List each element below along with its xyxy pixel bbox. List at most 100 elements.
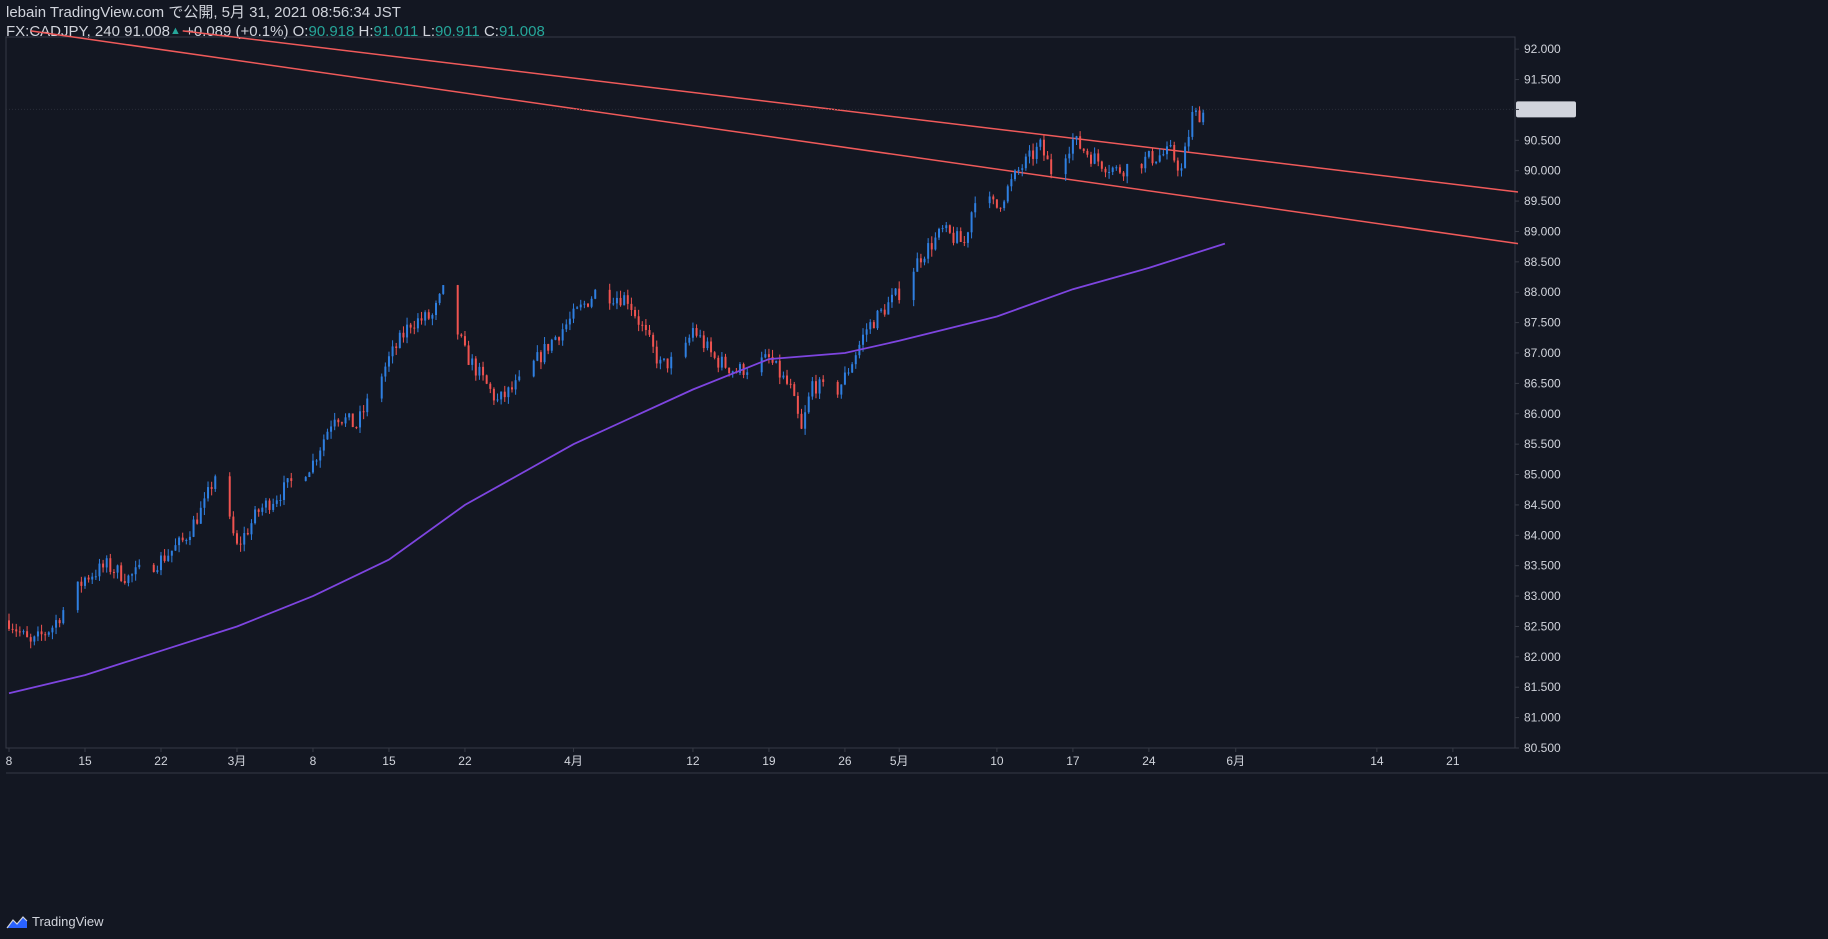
candles — [8, 105, 1205, 649]
tradingview-logo-icon — [6, 915, 28, 928]
x-tick-label: 12 — [686, 754, 700, 768]
y-tick-label: 84.000 — [1524, 528, 1561, 542]
trendlines — [30, 30, 1519, 245]
candle-down — [485, 375, 488, 384]
candle-down — [992, 196, 995, 200]
x-tick-label: 6月 — [1226, 754, 1245, 768]
candle-down — [1198, 110, 1201, 123]
candle-up — [275, 500, 278, 504]
candle-up — [366, 398, 369, 413]
candle-down — [778, 360, 781, 378]
candle-down — [930, 243, 933, 250]
candle-up — [319, 450, 322, 461]
candle-down — [1079, 136, 1082, 149]
candle-up — [912, 271, 915, 301]
candle-up — [1165, 146, 1168, 155]
candle-up — [1158, 155, 1161, 162]
candle-up — [576, 307, 579, 309]
candle-down — [402, 332, 405, 338]
candle-down — [1046, 155, 1049, 160]
candle-down — [814, 381, 817, 394]
candle-down — [1151, 151, 1154, 164]
candle-up — [579, 304, 582, 308]
candle-down — [637, 316, 640, 325]
candle-down — [290, 478, 293, 481]
candle-up — [264, 500, 267, 508]
candle-up — [738, 364, 741, 373]
y-tick-label: 88.500 — [1524, 255, 1561, 269]
tradingview-brand[interactable]: TradingView — [6, 914, 104, 929]
candle-up — [22, 631, 25, 633]
candle-down — [872, 322, 875, 329]
candle-up — [543, 344, 546, 363]
candle-down — [8, 620, 10, 629]
price-axis[interactable]: 92.000 91.500 91.008 90.500 90.000 89.500 89.0… — [6, 42, 1576, 755]
candle-up — [203, 498, 206, 508]
last-price-tag — [1516, 101, 1576, 118]
candle-up — [923, 258, 926, 263]
candle-up — [612, 303, 615, 305]
candle-down — [427, 312, 430, 319]
y-tick-label: 80.500 — [1524, 741, 1561, 755]
candle-down — [489, 383, 492, 389]
candle-down — [503, 391, 506, 398]
candle-up — [435, 302, 438, 316]
candle-down — [789, 383, 792, 385]
candle-down — [102, 563, 105, 568]
candle-down — [362, 411, 365, 413]
candle-down — [771, 356, 774, 363]
candle-up — [286, 478, 289, 483]
low-value: 90.911 — [435, 23, 480, 40]
candle-up — [764, 354, 767, 358]
candle-up — [283, 482, 286, 500]
y-tick-label: 81.500 — [1524, 680, 1561, 694]
candle-down — [351, 413, 354, 428]
candle-down — [340, 422, 343, 424]
high-label: H: — [358, 23, 374, 40]
candle-down — [58, 620, 61, 624]
candle-down — [1173, 145, 1176, 161]
candle-up — [916, 258, 919, 272]
y-tick-label: 89.500 — [1524, 194, 1561, 208]
candle-up — [865, 329, 868, 335]
candle-down — [413, 327, 416, 329]
candle-down — [724, 356, 727, 368]
candle-up — [1093, 153, 1096, 164]
open-label: O: — [292, 23, 309, 40]
candle-up — [807, 396, 810, 413]
candle-down — [796, 395, 799, 414]
candle-up — [116, 565, 119, 573]
trendline-1 — [30, 30, 1519, 245]
candle-down — [786, 375, 789, 384]
x-tick-label: 26 — [838, 754, 852, 768]
candle-down — [337, 419, 340, 423]
candle-down — [608, 289, 611, 304]
symbol-ohlc-line: FX:CADJPY, 240 91.008▲ +0.089 (+0.1%) O:… — [6, 22, 545, 41]
candle-down — [836, 382, 839, 395]
brand-name: TradingView — [32, 914, 104, 929]
candle-down — [463, 336, 466, 346]
candle-up — [51, 627, 54, 633]
x-tick-label: 4月 — [564, 754, 583, 768]
candle-up — [138, 564, 141, 568]
candle-down — [87, 577, 90, 580]
candle-up — [970, 212, 973, 233]
candle-down — [152, 564, 155, 572]
y-tick-label: 82.000 — [1524, 650, 1561, 664]
symbol-info: FX:CADJPY, 240 91.008 — [6, 23, 170, 40]
time-axis[interactable]: 8 15 22 3月 8 15 22 4月 12 19 26 5月 10 17 24 6月 14 21 — [6, 748, 1460, 768]
candle-down — [1082, 148, 1085, 151]
candle-down — [655, 346, 658, 364]
candle-up — [1035, 146, 1038, 159]
chart-header: lebain TradingView.com で公開, 5月 31, 2021 … — [6, 4, 545, 41]
y-tick-label: 81.000 — [1524, 711, 1561, 725]
candle-down — [1140, 163, 1143, 169]
y-tick-label: 89.000 — [1524, 224, 1561, 238]
candle-up — [688, 337, 691, 343]
candle-up — [478, 366, 481, 376]
candle-down — [717, 357, 720, 368]
candle-up — [76, 581, 79, 611]
candle-up — [1191, 111, 1194, 137]
candle-up — [851, 364, 854, 373]
